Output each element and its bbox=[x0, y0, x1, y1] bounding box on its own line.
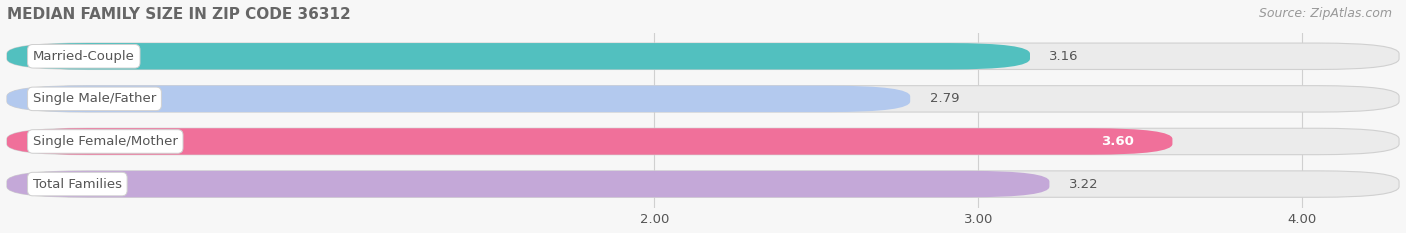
Text: Single Female/Mother: Single Female/Mother bbox=[32, 135, 177, 148]
Text: 3.60: 3.60 bbox=[1101, 135, 1133, 148]
FancyBboxPatch shape bbox=[7, 43, 1399, 69]
FancyBboxPatch shape bbox=[7, 128, 1399, 155]
FancyBboxPatch shape bbox=[7, 86, 910, 112]
Text: Total Families: Total Families bbox=[32, 178, 122, 191]
Text: 3.22: 3.22 bbox=[1069, 178, 1098, 191]
Text: Married-Couple: Married-Couple bbox=[32, 50, 135, 63]
FancyBboxPatch shape bbox=[7, 128, 1173, 155]
Text: 2.79: 2.79 bbox=[929, 92, 959, 105]
Text: Source: ZipAtlas.com: Source: ZipAtlas.com bbox=[1258, 7, 1392, 20]
FancyBboxPatch shape bbox=[7, 171, 1399, 197]
Text: MEDIAN FAMILY SIZE IN ZIP CODE 36312: MEDIAN FAMILY SIZE IN ZIP CODE 36312 bbox=[7, 7, 350, 22]
FancyBboxPatch shape bbox=[7, 86, 1399, 112]
Text: 3.16: 3.16 bbox=[1049, 50, 1078, 63]
FancyBboxPatch shape bbox=[7, 43, 1031, 69]
Text: Single Male/Father: Single Male/Father bbox=[32, 92, 156, 105]
FancyBboxPatch shape bbox=[7, 171, 1049, 197]
